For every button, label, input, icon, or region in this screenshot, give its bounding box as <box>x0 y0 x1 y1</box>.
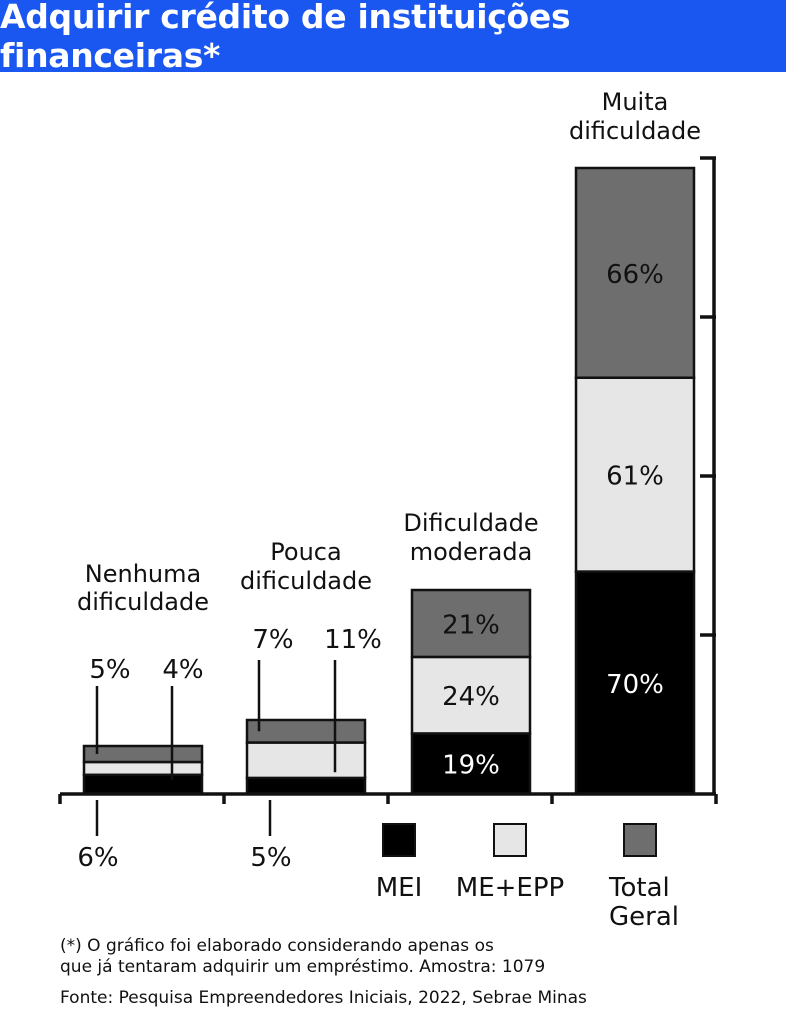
footnote-line-2: que já tentaram adquirir um empréstimo. … <box>60 957 546 977</box>
legend-swatch-0 <box>382 823 416 857</box>
callout-label-5: 5% <box>250 843 291 873</box>
legend-label-0-0: MEI <box>376 873 423 903</box>
category-label-3-1: dificuldade <box>569 117 701 145</box>
bar-total-geral-2 <box>410 588 532 659</box>
category-label-0-0: Nenhuma <box>85 560 201 588</box>
bar-me-epp-1 <box>245 741 367 780</box>
data-label-2-2: 21% <box>442 610 500 640</box>
bar-total-geral-1 <box>245 718 367 744</box>
category-label-2-0: Dificuldade <box>403 509 538 537</box>
legend-swatch-2 <box>623 823 657 857</box>
callout-label-3: 7% <box>252 625 293 655</box>
category-label-0-1: dificuldade <box>77 588 209 616</box>
callout-label-0: 5% <box>89 655 130 685</box>
data-label-2-0: 19% <box>442 751 500 781</box>
callout-label-2: 6% <box>77 843 118 873</box>
category-label-1-0: Pouca <box>270 538 341 566</box>
bar-total-geral-3 <box>574 166 696 379</box>
chart-title: Adquirir crédito de instituições finance… <box>0 0 571 75</box>
data-label-3-0: 70% <box>606 670 664 700</box>
legend-label-1-0: ME+EPP <box>456 873 564 903</box>
notes: (*) O gráfico foi elaborado considerando… <box>60 936 587 1009</box>
category-label-1-1: dificuldade <box>240 567 372 595</box>
data-label-3-2: 66% <box>606 260 664 290</box>
bar-mei-3 <box>574 570 696 796</box>
bar-me-epp-3 <box>574 376 696 573</box>
data-label-3-1: 61% <box>606 462 664 492</box>
legend-swatch-1 <box>493 823 527 857</box>
data-label-2-1: 24% <box>442 682 500 712</box>
bar-total-geral-0 <box>82 744 204 764</box>
category-label-3-0: Muita <box>602 88 669 116</box>
legend-label-2-0: Total <box>608 873 670 903</box>
source-text: Fonte: Pesquisa Empreendedores Iniciais,… <box>60 988 587 1008</box>
bar-me-epp-0 <box>82 760 204 777</box>
footnote-line-1: (*) O gráfico foi elaborado considerando… <box>60 936 494 956</box>
legend-label-2-1: Geral <box>609 902 679 932</box>
stacked-bar-chart: 19%24%21%70%61%66%5% 4%6%7% 11%5%Nenhumadi… <box>58 88 718 932</box>
bar-mei-2 <box>410 732 532 796</box>
bar-me-epp-2 <box>410 655 532 735</box>
bar-mei-0 <box>82 773 204 796</box>
callout-label-4: 11% <box>324 625 382 655</box>
category-label-2-1: moderada <box>410 538 533 566</box>
title-bar: Adquirir crédito de instituições finance… <box>0 0 786 75</box>
bar-mei-1 <box>245 776 367 796</box>
callout-label-1: 4% <box>162 655 203 685</box>
